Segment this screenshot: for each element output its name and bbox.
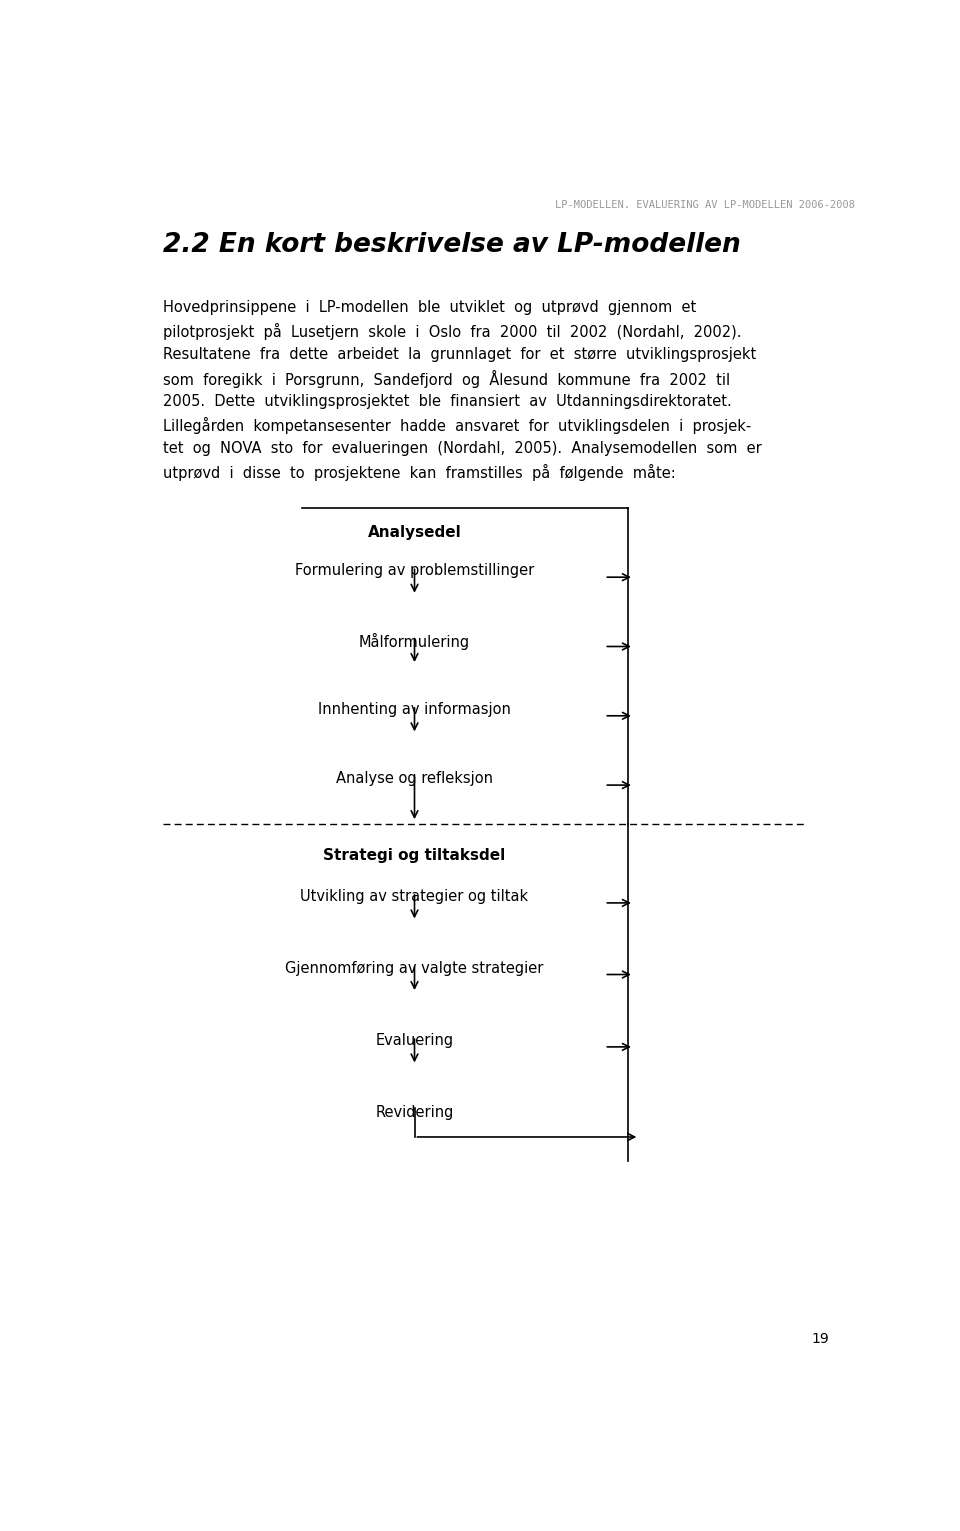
Text: Innhenting av informasjon: Innhenting av informasjon <box>318 701 511 717</box>
Text: som  foregikk  i  Porsgrunn,  Sandefjord  og  Ålesund  kommune  fra  2002  til: som foregikk i Porsgrunn, Sandefjord og … <box>162 371 730 389</box>
Text: Gjennomføring av valgte strategier: Gjennomføring av valgte strategier <box>285 960 543 975</box>
Text: Evaluering: Evaluering <box>375 1033 453 1049</box>
Text: Strategi og tiltaksdel: Strategi og tiltaksdel <box>324 848 506 863</box>
Text: 2.2 En kort beskrivelse av LP-modellen: 2.2 En kort beskrivelse av LP-modellen <box>162 233 740 259</box>
Text: 2005.  Dette  utviklingsprosjektet  ble  finansiert  av  Utdanningsdirektoratet.: 2005. Dette utviklingsprosjektet ble fin… <box>162 393 732 409</box>
Text: Målformulering: Målformulering <box>359 632 470 649</box>
Text: Resultatene  fra  dette  arbeidet  la  grunnlaget  for  et  større  utviklingspr: Resultatene fra dette arbeidet la grunnl… <box>162 348 756 361</box>
Text: Utvikling av strategier og tiltak: Utvikling av strategier og tiltak <box>300 890 529 903</box>
Text: LP-MODELLEN. EVALUERING AV LP-MODELLEN 2006-2008: LP-MODELLEN. EVALUERING AV LP-MODELLEN 2… <box>555 201 855 210</box>
Text: Lillegården  kompetansesenter  hadde  ansvaret  for  utviklingsdelen  i  prosjek: Lillegården kompetansesenter hadde ansva… <box>162 418 751 435</box>
Text: pilotprosjekt  på  Lusetjern  skole  i  Oslo  fra  2000  til  2002  (Nordahl,  2: pilotprosjekt på Lusetjern skole i Oslo … <box>162 323 741 340</box>
Text: Formulering av problemstillinger: Formulering av problemstillinger <box>295 563 534 579</box>
Text: Analyse og refleksjon: Analyse og refleksjon <box>336 772 493 787</box>
Text: Revidering: Revidering <box>375 1105 454 1119</box>
Text: Hovedprinsippene  i  LP-modellen  ble  utviklet  og  utprøvd  gjennom  et: Hovedprinsippene i LP-modellen ble utvik… <box>162 300 696 315</box>
Text: 19: 19 <box>811 1332 829 1346</box>
Text: tet  og  NOVA  sto  for  evalueringen  (Nordahl,  2005).  Analysemodellen  som  : tet og NOVA sto for evalueringen (Nordah… <box>162 441 761 456</box>
Text: utprøvd  i  disse  to  prosjektene  kan  framstilles  på  følgende  måte:: utprøvd i disse to prosjektene kan frams… <box>162 464 676 481</box>
Text: Analysedel: Analysedel <box>368 525 462 540</box>
